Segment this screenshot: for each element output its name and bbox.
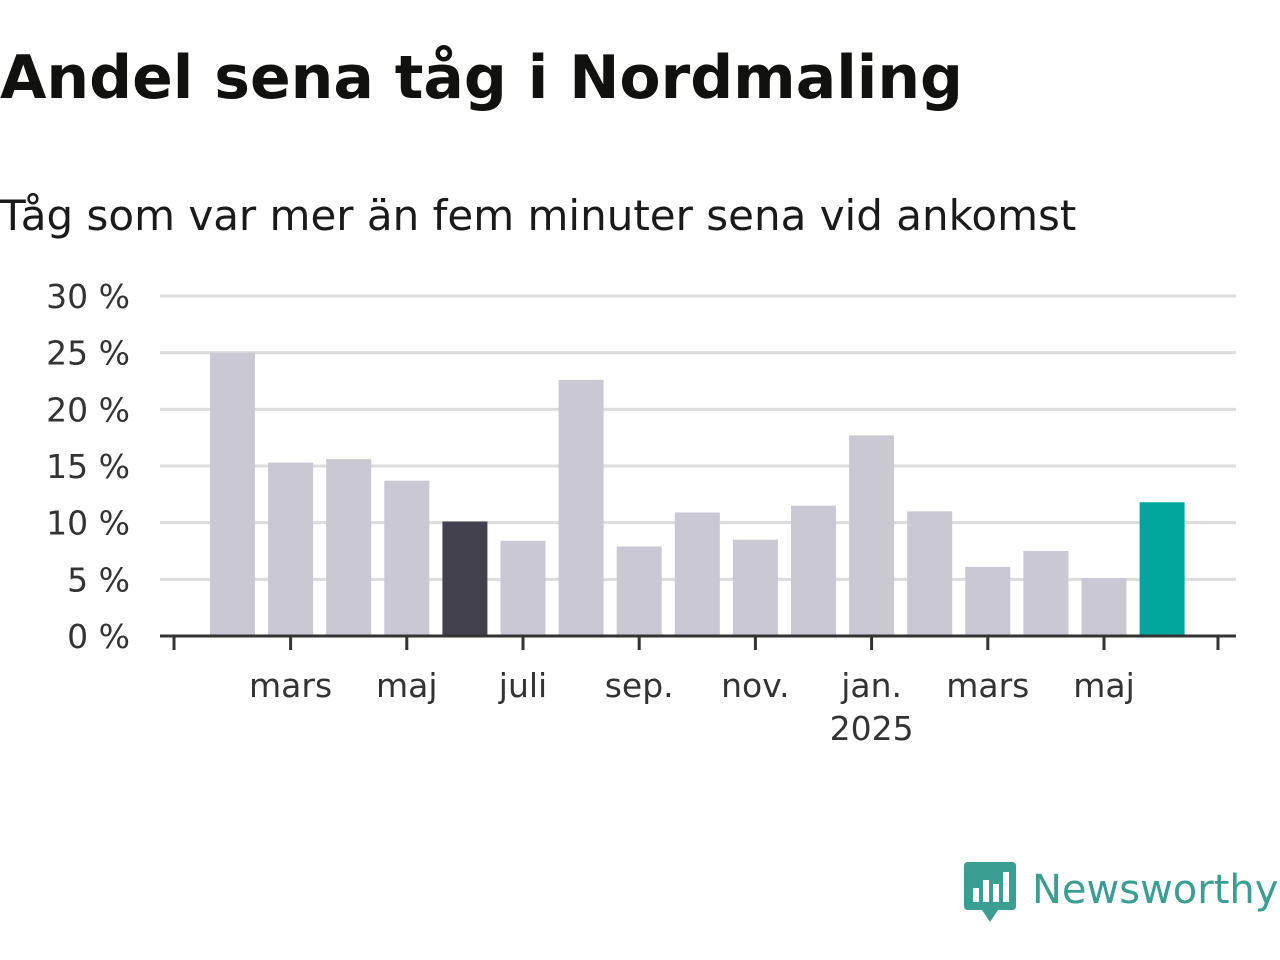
bar-2024-02 <box>210 352 255 636</box>
x-tick-label: maj <box>376 666 438 705</box>
bar-2024-03 <box>268 462 314 636</box>
bar-2024-10 <box>674 512 720 636</box>
bar-2025-05 <box>1081 578 1127 636</box>
y-tick-label: 10 % <box>46 504 130 543</box>
bar-2024-06 <box>442 521 488 636</box>
x-tick-label: sep. <box>605 666 674 705</box>
y-axis-labels: 0 % 5 % 10 % 15 % 20 % 25 % 30 % <box>46 277 130 656</box>
bar-2024-09 <box>616 546 662 636</box>
y-tick-label: 30 % <box>46 277 130 316</box>
x-axis <box>160 634 1236 650</box>
bar-2025-04 <box>1023 551 1069 636</box>
bar-2025-03 <box>965 566 1011 636</box>
y-tick-label: 20 % <box>46 390 130 429</box>
y-tick-label: 15 % <box>46 447 130 486</box>
x-tick-label: juli <box>498 666 547 705</box>
y-tick-label: 25 % <box>46 334 130 373</box>
chart-subtitle: Tåg som var mer än fem minuter sena vid … <box>0 191 1077 240</box>
bar-chart: 0 % 5 % 10 % 15 % 20 % 25 % 30 % mars maj juli se… <box>46 277 1236 748</box>
bar-2024-05 <box>384 480 430 636</box>
bar-2025-02 <box>907 511 953 636</box>
x-tick-label: nov. <box>721 666 790 705</box>
x-tick-label: maj <box>1073 666 1135 705</box>
x-tick-label: jan. <box>840 666 902 705</box>
y-tick-label: 5 % <box>67 560 130 599</box>
x-tick-year-label: 2025 <box>830 709 914 748</box>
newsworthy-logo: Newsworthy <box>964 862 1278 928</box>
x-axis-labels: mars maj juli sep. nov. jan. 2025 mars maj <box>249 666 1135 748</box>
bar-2025-06 <box>1139 502 1185 636</box>
chart-title: Andel sena tåg i Nordmaling <box>0 43 963 113</box>
y-tick-label: 0 % <box>67 617 130 656</box>
bar-2024-08 <box>558 379 604 636</box>
newsworthy-logo-icon <box>964 862 1016 922</box>
bar-2024-04 <box>326 459 372 636</box>
x-tick-label: mars <box>249 666 332 705</box>
bar-2024-11 <box>732 539 778 636</box>
bar-2025-01 <box>849 435 895 636</box>
bar-2024-07 <box>500 540 546 636</box>
bars <box>210 352 1185 636</box>
brand-name: Newsworthy <box>1032 867 1279 913</box>
bar-2024-12 <box>791 505 836 636</box>
x-tick-label: mars <box>946 666 1029 705</box>
